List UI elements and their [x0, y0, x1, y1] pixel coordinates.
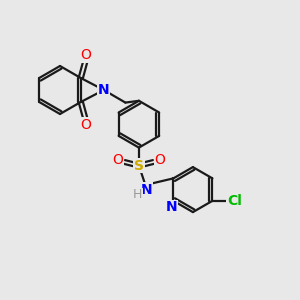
Text: O: O — [80, 118, 91, 132]
Text: O: O — [154, 153, 165, 166]
Text: N: N — [140, 183, 152, 196]
Text: N: N — [166, 200, 178, 214]
Text: Cl: Cl — [227, 194, 242, 208]
Text: O: O — [80, 48, 91, 62]
Text: N: N — [98, 83, 110, 97]
Text: S: S — [134, 159, 144, 172]
Text: H: H — [133, 188, 142, 202]
Text: O: O — [112, 153, 123, 166]
